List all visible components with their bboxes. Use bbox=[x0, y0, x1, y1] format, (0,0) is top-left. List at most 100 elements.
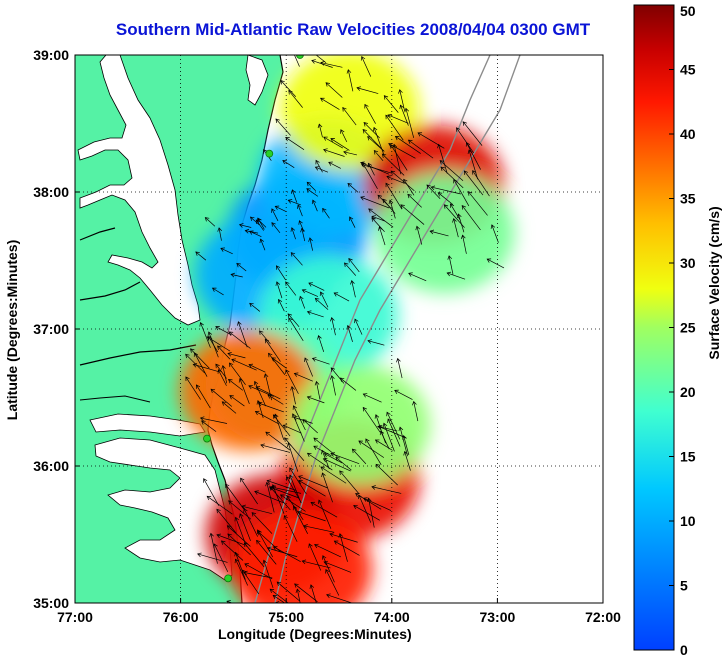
velocity-vector-head bbox=[248, 363, 254, 369]
velocity-vector bbox=[205, 217, 216, 227]
velocity-vector bbox=[326, 594, 353, 603]
velocity-vector-head bbox=[347, 182, 352, 188]
velocity-vector bbox=[450, 203, 461, 221]
velocity-vector bbox=[255, 386, 281, 400]
velocity-vector bbox=[306, 182, 316, 192]
velocity-vector-head bbox=[185, 353, 190, 359]
velocity-vector-head bbox=[290, 252, 296, 257]
velocity-vector-head bbox=[288, 474, 294, 480]
velocity-vector bbox=[354, 318, 363, 335]
velocity-vector-head bbox=[398, 89, 403, 94]
velocity-vector-head bbox=[462, 121, 467, 126]
velocity-vector bbox=[272, 484, 285, 514]
velocity-vector bbox=[373, 150, 384, 162]
velocity-vector-head bbox=[365, 438, 370, 444]
velocity-vector bbox=[438, 144, 448, 174]
velocity-vector bbox=[263, 560, 274, 588]
velocity-vector-head bbox=[275, 118, 280, 123]
velocity-vector-head bbox=[290, 46, 294, 50]
velocity-vector bbox=[397, 358, 403, 379]
velocity-vector-head bbox=[456, 127, 461, 132]
velocity-vector-head bbox=[241, 569, 247, 575]
velocity-vector bbox=[201, 420, 217, 432]
y-tick-label: 36:00 bbox=[33, 458, 69, 474]
velocity-vector bbox=[280, 494, 306, 512]
velocity-vector bbox=[293, 416, 313, 424]
velocity-vector bbox=[407, 194, 422, 208]
velocity-vector bbox=[255, 219, 264, 231]
velocity-vector-head bbox=[375, 463, 381, 469]
velocity-vector bbox=[284, 515, 298, 542]
velocity-vector-head bbox=[277, 298, 283, 304]
velocity-vector-head bbox=[239, 513, 244, 518]
velocity-vector-head bbox=[243, 508, 248, 513]
velocity-vector-head bbox=[231, 358, 236, 363]
velocity-vector-head bbox=[311, 357, 317, 362]
velocity-vector bbox=[335, 457, 352, 471]
velocity-vector-head bbox=[276, 265, 281, 270]
velocity-vector-head bbox=[266, 546, 272, 552]
velocity-vector-head bbox=[234, 516, 239, 522]
velocity-vector-head bbox=[360, 56, 366, 61]
velocity-vector-head bbox=[333, 540, 339, 545]
velocity-cell bbox=[232, 508, 373, 603]
velocity-vector-head bbox=[379, 430, 385, 436]
velocity-vector-head bbox=[220, 247, 225, 252]
velocity-vector-head bbox=[388, 199, 394, 205]
velocity-vector bbox=[371, 217, 385, 233]
velocity-vector-head bbox=[330, 316, 335, 322]
velocity-vector-head bbox=[265, 431, 270, 436]
velocity-vector-head bbox=[221, 401, 227, 406]
velocity-vector-head bbox=[298, 475, 303, 480]
pamlico-sound bbox=[94, 437, 233, 581]
velocity-vector bbox=[195, 251, 207, 261]
velocity-vector bbox=[328, 161, 341, 169]
velocity-vector bbox=[356, 87, 379, 94]
y-tick-label: 37:00 bbox=[33, 321, 69, 337]
velocity-vector-head bbox=[320, 60, 325, 66]
velocity-vector bbox=[320, 466, 347, 484]
velocity-vector bbox=[271, 357, 287, 369]
velocity-vector bbox=[323, 136, 344, 149]
velocity-vector-head bbox=[362, 406, 367, 412]
velocity-vector-head bbox=[221, 365, 226, 370]
velocity-vector-head bbox=[257, 529, 262, 535]
velocity-vector bbox=[318, 124, 323, 138]
velocity-vector-head bbox=[392, 143, 398, 149]
velocity-vector-head bbox=[486, 258, 492, 263]
velocity-vector-head bbox=[306, 452, 312, 458]
velocity-vector-head bbox=[309, 584, 315, 589]
velocity-vector bbox=[276, 581, 300, 602]
velocity-vector-head bbox=[322, 207, 327, 213]
velocity-vector bbox=[390, 144, 408, 171]
velocity-vector bbox=[217, 345, 231, 360]
velocity-vector-head bbox=[457, 213, 462, 219]
velocity-vector-head bbox=[415, 225, 420, 231]
velocity-vector-head bbox=[197, 552, 202, 558]
velocity-vector-head bbox=[314, 543, 319, 549]
velocity-vector-head bbox=[386, 175, 391, 180]
velocity-vector bbox=[458, 213, 465, 233]
velocity-vector bbox=[395, 136, 421, 154]
colorbar-tick-label: 20 bbox=[680, 384, 696, 400]
velocity-vector bbox=[271, 208, 279, 222]
velocity-vector bbox=[371, 215, 385, 222]
velocity-vector bbox=[314, 544, 342, 558]
velocity-vector bbox=[185, 376, 201, 400]
velocity-vector bbox=[227, 533, 251, 556]
velocity-vector-head bbox=[460, 234, 466, 240]
velocity-vector-head bbox=[372, 126, 378, 132]
velocity-vector bbox=[363, 497, 392, 511]
velocity-vector bbox=[213, 543, 229, 573]
velocity-vector-head bbox=[346, 324, 351, 330]
velocity-vector bbox=[462, 235, 467, 254]
velocity-vector-head bbox=[378, 226, 383, 231]
velocity-vector bbox=[216, 534, 245, 545]
velocity-vector bbox=[248, 385, 274, 397]
velocity-vector-head bbox=[227, 379, 233, 384]
velocity-vector bbox=[240, 478, 258, 505]
velocity-vector-head bbox=[284, 437, 289, 442]
x-tick-label: 72:00 bbox=[585, 609, 621, 625]
velocity-vector bbox=[228, 500, 252, 520]
velocity-vector-head bbox=[199, 416, 205, 422]
